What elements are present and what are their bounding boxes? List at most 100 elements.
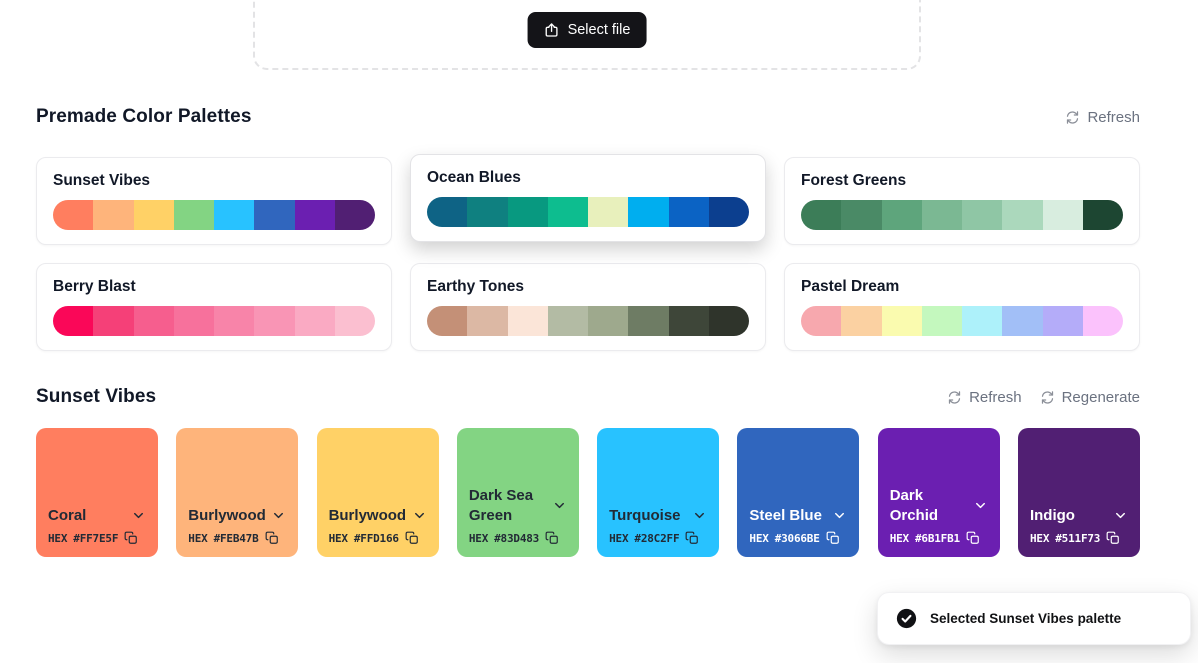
copy-icon[interactable] bbox=[1106, 531, 1120, 545]
chevron-down-icon[interactable] bbox=[973, 498, 988, 513]
color-name: Coral bbox=[48, 506, 87, 524]
palette-card[interactable]: Berry Blast bbox=[36, 263, 392, 351]
palette-color-segment bbox=[801, 306, 842, 336]
active-palette-header: Sunset Vibes Refresh Regen bbox=[36, 384, 1140, 410]
chevron-down-icon[interactable] bbox=[692, 508, 707, 523]
refresh-icon bbox=[1065, 110, 1080, 125]
color-name: Steel Blue bbox=[749, 506, 822, 524]
premade-palettes-title: Premade Color Palettes bbox=[36, 106, 252, 127]
chevron-down-icon[interactable] bbox=[552, 498, 567, 513]
palette-strip bbox=[801, 306, 1123, 336]
palette-color-segment bbox=[841, 200, 882, 230]
copy-icon[interactable] bbox=[265, 531, 279, 545]
color-swatch-card[interactable]: Steel Blue HEX #3066BE bbox=[737, 428, 860, 557]
swatch-row: Coral HEX #FF7E5F Burlywood bbox=[36, 428, 1140, 557]
palette-color-segment bbox=[173, 306, 214, 336]
palette-color-segment bbox=[628, 197, 669, 227]
palette-color-segment bbox=[1082, 306, 1123, 336]
palette-color-segment bbox=[1002, 306, 1043, 336]
palette-color-segment bbox=[881, 200, 922, 230]
palette-color-segment bbox=[628, 306, 669, 336]
color-swatch-card[interactable]: Turquoise HEX #28C2FF bbox=[597, 428, 720, 557]
palette-card[interactable]: Forest Greens bbox=[784, 157, 1140, 245]
hex-label: HEX bbox=[188, 531, 208, 545]
color-swatch-card[interactable]: Dark Sea Green HEX #83D483 bbox=[456, 428, 579, 557]
palette-color-segment bbox=[588, 306, 629, 336]
color-swatch-card[interactable]: Burlywood HEX #FEB47B bbox=[176, 428, 299, 557]
hex-label: HEX bbox=[1029, 531, 1050, 545]
palette-color-segment bbox=[53, 306, 94, 336]
palette-color-segment bbox=[93, 200, 134, 230]
refresh-icon bbox=[1040, 390, 1055, 405]
palette-color-segment bbox=[93, 306, 134, 336]
refresh-icon bbox=[947, 390, 962, 405]
palette-color-segment bbox=[881, 306, 922, 336]
chevron-down-icon[interactable] bbox=[271, 508, 286, 523]
color-name: Burlywood bbox=[328, 506, 407, 524]
select-file-button[interactable]: Select file bbox=[527, 12, 647, 48]
palette-color-segment bbox=[214, 306, 255, 336]
palette-name: Sunset Vibes bbox=[53, 172, 151, 189]
hex-label: HEX bbox=[889, 531, 909, 545]
palette-color-segment bbox=[962, 306, 1003, 336]
palette-strip bbox=[53, 200, 375, 230]
palette-color-segment bbox=[254, 200, 295, 230]
palette-color-segment bbox=[841, 306, 882, 336]
palette-name: Earthy Tones bbox=[427, 278, 525, 295]
palette-card[interactable]: Sunset Vibes bbox=[36, 157, 392, 245]
copy-icon[interactable] bbox=[545, 531, 559, 545]
refresh-colors-button[interactable]: Refresh bbox=[947, 389, 1022, 406]
palette-strip bbox=[427, 197, 749, 227]
copy-icon[interactable] bbox=[685, 531, 699, 545]
chevron-down-icon[interactable] bbox=[412, 508, 427, 523]
copy-icon[interactable] bbox=[826, 531, 840, 545]
color-name: Turquoise bbox=[609, 506, 681, 524]
palette-card[interactable]: Ocean Blues bbox=[410, 154, 766, 242]
palette-color-segment bbox=[921, 306, 962, 336]
chevron-down-icon[interactable] bbox=[131, 508, 146, 523]
palette-color-segment bbox=[507, 197, 548, 227]
palette-card[interactable]: Earthy Tones bbox=[410, 263, 766, 351]
palette-color-segment bbox=[801, 200, 842, 230]
color-name: Indigo bbox=[1029, 506, 1075, 524]
palette-name: Ocean Blues bbox=[427, 169, 521, 186]
palette-color-segment bbox=[294, 306, 335, 336]
palette-color-segment bbox=[668, 306, 709, 336]
chevron-down-icon[interactable] bbox=[1113, 508, 1128, 523]
color-swatch-card[interactable]: Coral HEX #FF7E5F bbox=[36, 428, 158, 557]
palette-grid: Sunset Vibes Ocean Blues Forest Greens B… bbox=[36, 154, 1140, 351]
color-name: Burlywood bbox=[188, 506, 266, 524]
color-name: Dark Sea Green bbox=[468, 487, 534, 524]
color-name: Dark Orchid bbox=[889, 487, 939, 524]
palette-color-segment bbox=[334, 200, 375, 230]
palette-color-segment bbox=[214, 200, 255, 230]
palette-strip bbox=[801, 200, 1123, 230]
file-dropzone[interactable]: Select file bbox=[253, 0, 921, 70]
palette-color-segment bbox=[427, 197, 468, 227]
hex-value: #28C2FF bbox=[634, 531, 680, 545]
palette-color-segment bbox=[588, 197, 629, 227]
color-swatch-card[interactable]: Burlywood HEX #FFD166 bbox=[316, 428, 439, 557]
color-swatch-card[interactable]: Indigo HEX #511F73 bbox=[1017, 428, 1140, 557]
chevron-down-icon[interactable] bbox=[832, 508, 847, 523]
palette-color-segment bbox=[668, 197, 709, 227]
copy-icon[interactable] bbox=[405, 531, 419, 545]
color-swatch-card[interactable]: Dark Orchid HEX #6B1FB1 bbox=[877, 428, 1000, 557]
hex-label: HEX bbox=[328, 531, 348, 545]
copy-icon[interactable] bbox=[966, 531, 980, 545]
upload-icon bbox=[544, 22, 560, 38]
hex-value: #511F73 bbox=[1055, 531, 1101, 545]
palette-card[interactable]: Pastel Dream bbox=[784, 263, 1140, 351]
refresh-palettes-button[interactable]: Refresh bbox=[1065, 109, 1140, 126]
hex-label: HEX bbox=[468, 531, 489, 545]
palette-color-segment bbox=[133, 306, 174, 336]
palette-name: Forest Greens bbox=[801, 172, 907, 189]
palette-color-segment bbox=[133, 200, 174, 230]
palette-color-segment bbox=[547, 306, 588, 336]
palette-color-segment bbox=[294, 200, 335, 230]
palette-color-segment bbox=[547, 197, 588, 227]
regenerate-button[interactable]: Regenerate bbox=[1040, 389, 1140, 406]
palette-color-segment bbox=[467, 197, 508, 227]
hex-value: #83D483 bbox=[494, 531, 540, 545]
copy-icon[interactable] bbox=[124, 531, 138, 545]
